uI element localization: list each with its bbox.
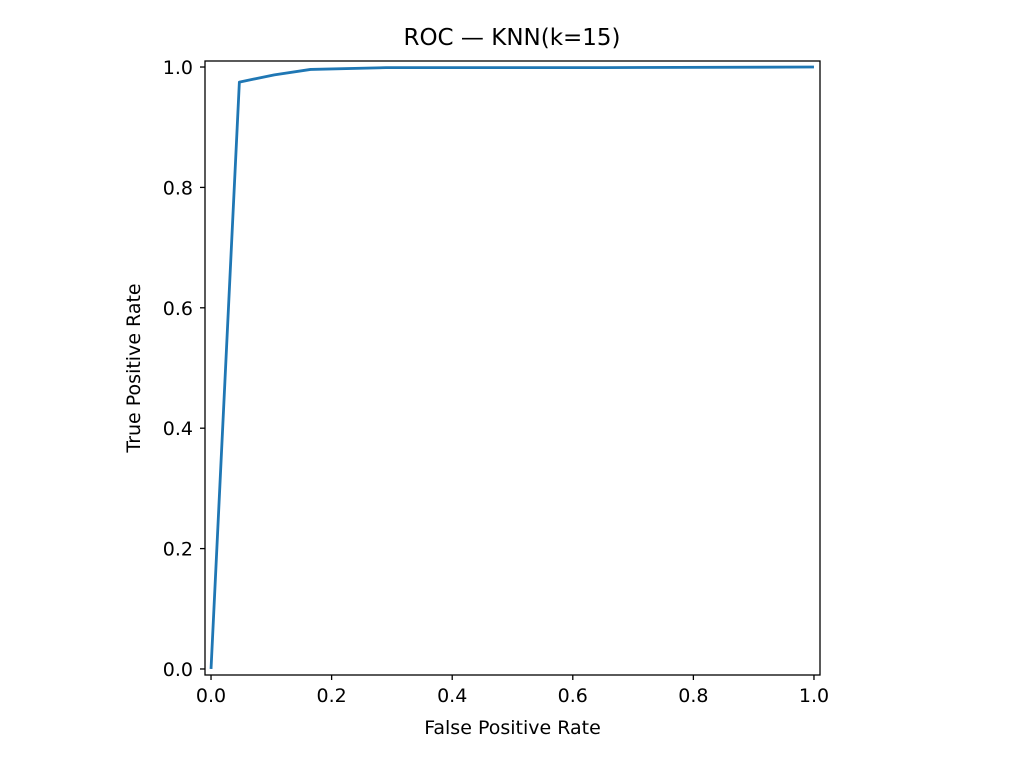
y-tick-label: 1.0	[163, 57, 193, 79]
plot-frame	[204, 60, 821, 676]
plot-area	[204, 60, 821, 676]
y-axis-label: True Positive Rate	[123, 283, 145, 453]
x-tick-label: 0.0	[196, 685, 226, 707]
y-tick-label: 0.4	[163, 418, 193, 440]
x-tick-label: 0.8	[678, 685, 708, 707]
roc-curve-line	[209, 65, 814, 670]
y-tick-label: 0.8	[163, 177, 193, 199]
y-axis-ticks: 0.0 0.2 0.4 0.6 0.8 1.0	[163, 57, 205, 681]
chart-title: ROC — KNN(k=15)	[403, 25, 620, 51]
y-tick-label: 0.2	[163, 539, 193, 561]
y-tick-label: 0.6	[163, 298, 193, 320]
x-axis-ticks: 0.0 0.2 0.4 0.6 0.8 1.0	[196, 675, 829, 707]
x-tick-label: 1.0	[799, 685, 829, 707]
x-axis-label: False Positive Rate	[424, 717, 601, 739]
x-tick-label: 0.4	[437, 685, 467, 707]
x-tick-label: 0.6	[558, 685, 588, 707]
x-tick-label: 0.2	[317, 685, 347, 707]
y-tick-label: 0.0	[163, 659, 193, 681]
series-layer	[209, 65, 814, 670]
